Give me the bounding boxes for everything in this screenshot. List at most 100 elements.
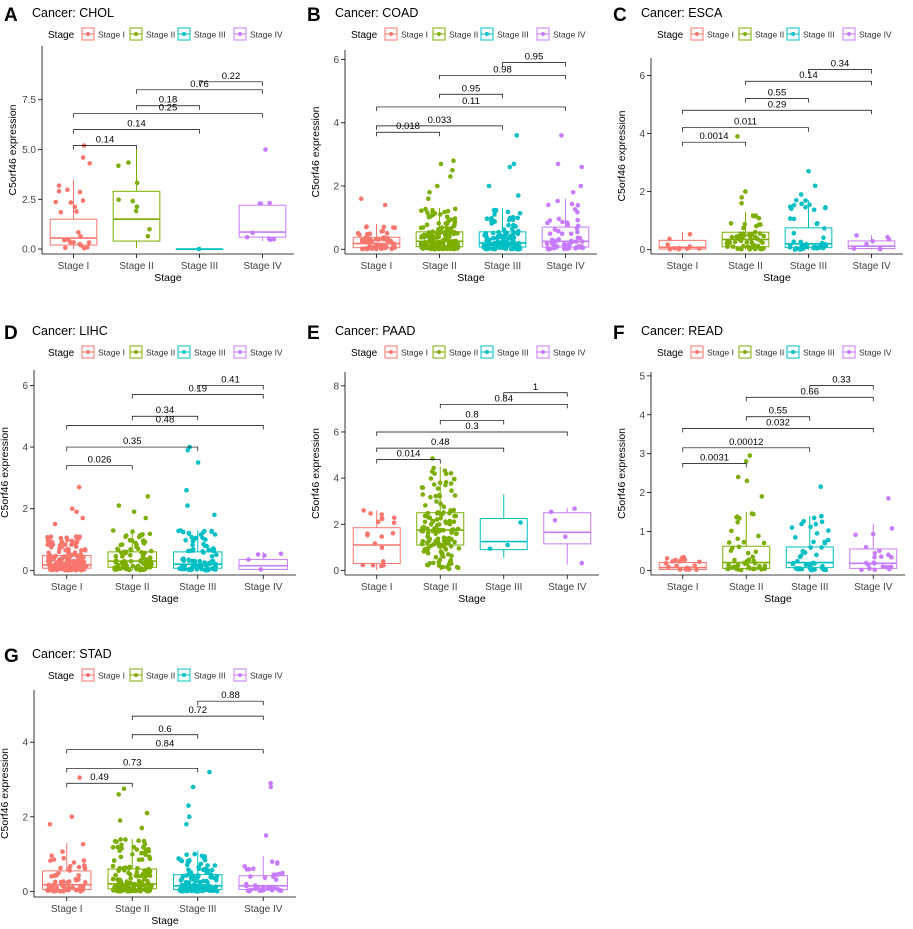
data-point [378,246,384,251]
data-point [46,550,51,555]
data-point [130,198,135,204]
pvalue-label: 0.8 [465,409,478,420]
data-point [863,544,869,550]
bracket-line [73,145,137,150]
data-point [113,872,118,878]
data-point [870,238,875,244]
bracket-line [439,403,568,409]
data-point [434,517,440,522]
data-point [483,230,489,236]
data-point [79,548,84,553]
data-point [379,545,385,551]
data-point [138,566,144,571]
data-point [202,543,207,548]
data-point [434,523,440,528]
legend-label: Stage II [449,348,478,358]
pvalue-bracket: 0.033 [376,115,503,130]
legend-label: Stage III [194,671,226,681]
bracket-line [73,113,263,118]
box-stage-ii [107,837,157,894]
outlier-point [74,509,79,515]
data-point [72,204,78,210]
pvalue-bracket: 0.95 [439,83,503,99]
data-point [142,849,148,855]
data-point [186,859,191,865]
pvalue-label: 0.6 [158,724,171,735]
data-point [752,566,757,572]
bracket-line [745,80,872,86]
outlier-point [145,494,151,499]
outlier-point [739,195,744,200]
data-point [133,540,138,546]
data-point [555,198,560,204]
pvalue-label: 0.011 [734,117,757,128]
data-point [65,880,70,885]
data-point [116,886,122,892]
y-tick-label: 2 [333,182,339,193]
box-stage-iv [847,233,896,252]
data-point [192,851,197,857]
data-point [445,208,451,214]
data-point [114,839,119,844]
pvalue-label: 0.55 [769,406,788,417]
data-point [53,553,58,559]
data-point [141,838,147,844]
legend-label: Stage III [497,348,529,358]
data-point [429,469,435,474]
data-point [67,868,72,873]
pvalue-bracket: 0.8 [439,409,505,425]
data-point [363,235,368,241]
data-point [187,870,192,876]
data-point [112,565,117,570]
y-tick-label: 0 [22,887,28,898]
data-point [123,865,128,870]
outlier-point [80,155,86,160]
data-point [54,885,60,891]
data-point [800,548,806,554]
data-point [548,509,554,515]
data-point [823,243,829,249]
data-point [813,521,819,527]
legend-key-point [695,350,699,354]
y-axis-title: C5orf46 expression [7,104,19,195]
legend-title: Stage [657,348,684,359]
data-point [124,565,129,570]
box-stage-i [42,534,92,573]
data-point [62,554,67,559]
data-point [515,215,520,221]
data-point [119,542,125,547]
data-point [803,198,808,203]
data-point [420,529,426,534]
bracket-line [376,131,440,137]
data-point [372,541,378,546]
data-point [448,544,454,549]
data-point [267,200,273,206]
data-point [756,215,762,221]
data-point [58,566,64,571]
data-point [826,528,831,533]
data-point [65,187,70,192]
outlier-point [793,198,799,203]
data-point [59,539,65,544]
data-point [49,544,54,550]
data-point [546,202,551,208]
box-stage-i [658,232,707,252]
data-point [60,849,65,854]
data-point [758,246,764,251]
legend-label: Stage IV [250,30,283,40]
data-point [812,567,817,572]
data-point [451,229,457,235]
legend-key-point [847,350,851,354]
outlier-point [448,174,453,179]
legend-label: Stage III [194,30,226,40]
data-point [110,845,116,850]
data-point [76,864,82,870]
outlier-point [739,200,744,206]
x-axis-title: Stage [764,593,792,605]
outlier-point [511,161,517,167]
data-point [441,544,447,549]
outlier-point [116,792,121,797]
data-point [426,215,432,220]
data-point [245,888,251,894]
pvalue-bracket: 0.41 [197,374,264,390]
